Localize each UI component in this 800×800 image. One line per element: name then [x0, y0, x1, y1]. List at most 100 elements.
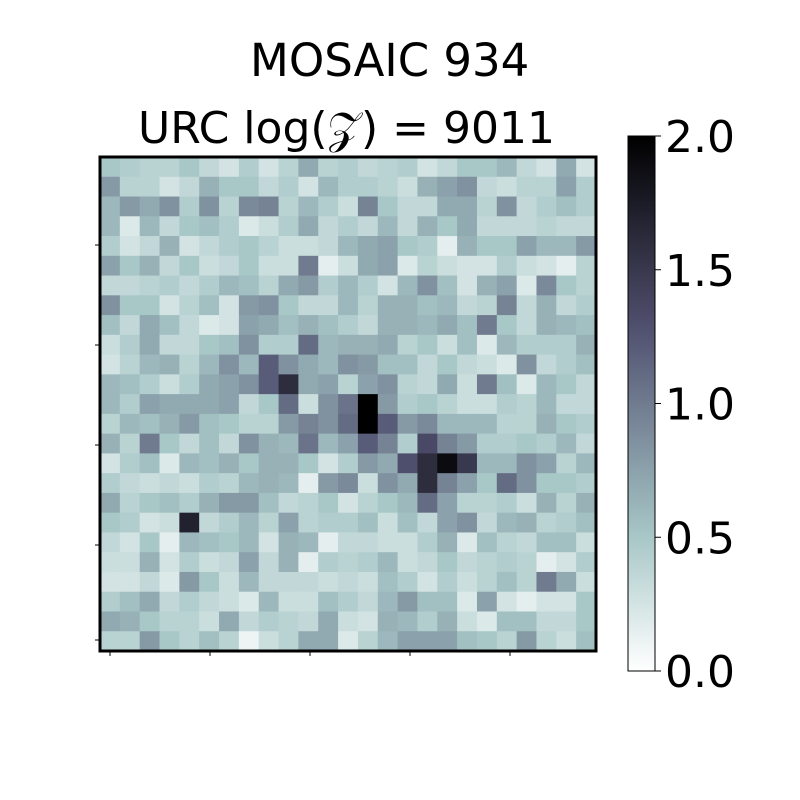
heatmap-cell: [516, 275, 537, 296]
heatmap-cell: [417, 354, 438, 375]
heatmap-cell: [457, 433, 478, 454]
heatmap-cell: [179, 255, 200, 277]
heatmap-cell: [238, 631, 260, 652]
heatmap-cell: [338, 591, 359, 612]
heatmap-cell: [219, 275, 240, 296]
heatmap-cell: [357, 492, 379, 514]
heatmap-cell: [338, 315, 359, 336]
heatmap-cell: [159, 334, 180, 356]
heatmap-cell: [496, 374, 518, 395]
heatmap-cell: [219, 374, 240, 395]
heatmap-cell: [258, 552, 280, 573]
heatmap-cell: [199, 315, 220, 336]
heatmap-cell: [278, 334, 299, 356]
heatmap-cell: [476, 433, 498, 454]
heatmap-cell: [536, 315, 557, 336]
heatmap-cell: [417, 473, 438, 494]
heatmap-cell: [496, 413, 518, 435]
heatmap-cell: [457, 196, 478, 217]
heatmap-cell: [417, 157, 438, 178]
heatmap-cell: [139, 295, 161, 316]
heatmap-cell: [437, 591, 458, 612]
heatmap-cell: [377, 433, 399, 454]
heatmap-cell: [476, 275, 498, 296]
heatmap-cell: [238, 552, 260, 573]
heatmap-cell: [457, 334, 478, 356]
heatmap-cell: [119, 295, 141, 316]
heatmap-cell: [199, 394, 220, 415]
heatmap-cell: [199, 552, 220, 573]
heatmap-cell: [556, 295, 577, 316]
heatmap-cell: [476, 295, 498, 316]
heatmap-cell: [139, 453, 161, 474]
heatmap-cell: [238, 611, 260, 632]
heatmap-cell: [278, 315, 299, 336]
colorbar-tick-label: 1.0: [665, 380, 735, 431]
heatmap-cell: [139, 255, 161, 277]
heatmap-cell: [219, 236, 240, 257]
heatmap-cell: [536, 196, 557, 217]
heatmap-cell: [476, 473, 498, 494]
heatmap-cell: [496, 591, 518, 612]
heatmap-cell: [397, 433, 418, 454]
heatmap-cell: [238, 394, 260, 415]
heatmap-cell: [179, 295, 200, 316]
heatmap-cell: [338, 473, 359, 494]
heatmap-cell: [437, 255, 458, 277]
heatmap-cell: [576, 453, 597, 474]
heatmap-cell: [278, 413, 299, 435]
heatmap-cell: [100, 255, 121, 277]
heatmap-cell: [476, 196, 498, 217]
heatmap-cell: [576, 433, 597, 454]
heatmap-cell: [159, 275, 180, 296]
heatmap-cell: [536, 216, 557, 237]
heatmap-cell: [457, 354, 478, 375]
heatmap-cell: [397, 157, 418, 178]
heatmap-cell: [496, 334, 518, 356]
heatmap-cell: [298, 532, 319, 553]
heatmap-cell: [397, 236, 418, 257]
heatmap-cell: [318, 374, 339, 395]
heatmap-cell: [437, 611, 458, 632]
heatmap-cell: [159, 295, 180, 316]
heatmap-cell: [258, 611, 280, 632]
heatmap-cell: [476, 611, 498, 632]
heatmap-cell: [338, 532, 359, 553]
heatmap-cell: [100, 591, 121, 612]
heatmap-cell: [139, 394, 161, 415]
heatmap-cell: [496, 433, 518, 454]
heatmap-cell: [199, 255, 220, 277]
heatmap-cell: [397, 552, 418, 573]
heatmap-cell: [516, 611, 537, 632]
heatmap-cell: [397, 394, 418, 415]
heatmap-cell: [576, 176, 597, 198]
heatmap-cell: [417, 492, 438, 514]
heatmap-cell: [179, 611, 200, 632]
heatmap-cell: [397, 374, 418, 395]
heatmap-cell: [318, 275, 339, 296]
heatmap-cell: [556, 354, 577, 375]
heatmap-cell: [100, 611, 121, 632]
plot-frame: [98, 155, 598, 653]
heatmap-cell: [516, 552, 537, 573]
heatmap-cell: [298, 413, 319, 435]
heatmap-cell: [417, 334, 438, 356]
heatmap-cell: [179, 631, 200, 652]
heatmap-cell: [139, 552, 161, 573]
heatmap-cell: [457, 394, 478, 415]
heatmap-cell: [338, 157, 359, 178]
heatmap-cell: [278, 433, 299, 454]
heatmap-cell: [556, 611, 577, 632]
heatmap-cell: [397, 571, 418, 593]
heatmap-cell: [318, 492, 339, 514]
heatmap-cell: [536, 611, 557, 632]
heatmap-cell: [516, 453, 537, 474]
heatmap-cell: [318, 354, 339, 375]
heatmap-cell: [159, 512, 180, 533]
heatmap-cell: [119, 394, 141, 415]
heatmap-cell: [576, 196, 597, 217]
heatmap-cell: [457, 473, 478, 494]
heatmap-cell: [298, 236, 319, 257]
heatmap-cell: [536, 591, 557, 612]
heatmap-cell: [476, 374, 498, 395]
